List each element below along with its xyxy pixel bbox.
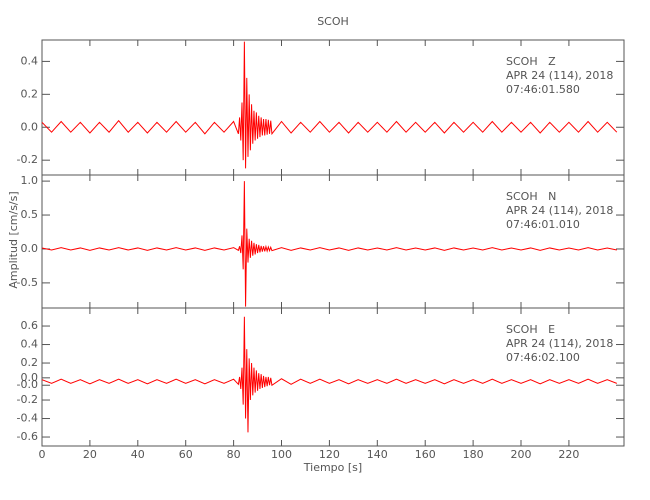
y-tick-label: 0.2 <box>21 356 39 369</box>
y-tick-label: 0.6 <box>21 319 39 332</box>
trace-annotation: SCOH N <box>506 190 556 203</box>
x-tick-label: 80 <box>227 448 241 461</box>
x-tick-label: 0 <box>39 448 46 461</box>
trace-annotation: SCOH E <box>506 323 555 336</box>
y-tick-label: -0.5 <box>17 276 38 289</box>
x-tick-label: 120 <box>319 448 340 461</box>
panel-frame <box>41 307 625 447</box>
chart-title: SCOH <box>317 15 349 28</box>
y-tick-label: -0.4 <box>17 412 38 425</box>
trace-annotation: APR 24 (114), 2018 <box>506 204 613 217</box>
y-axis-label: Amplitud [cm/s/s] <box>7 191 20 288</box>
x-tick-label: 40 <box>131 448 145 461</box>
trace-annotation: 07:46:01.580 <box>506 83 580 96</box>
x-tick-label: 180 <box>463 448 484 461</box>
x-tick-label: 140 <box>367 448 388 461</box>
trace-annotation: 07:46:02.100 <box>506 351 580 364</box>
waveform <box>41 316 617 433</box>
x-tick-label: 160 <box>415 448 436 461</box>
y-tick-label: 0.0 <box>21 371 39 384</box>
y-tick-label: 0.0 <box>21 242 39 255</box>
y-tick-label: 0.4 <box>21 54 39 67</box>
y-tick-label: -0.2 <box>17 153 38 166</box>
x-tick-label: 220 <box>558 448 579 461</box>
y-tick-label: -0.2 <box>17 393 38 406</box>
y-tick-label: -0.6 <box>17 430 38 443</box>
trace-annotation: SCOH Z <box>506 55 556 68</box>
y-tick-label: 0.2 <box>21 87 39 100</box>
y-tick-label: -0.0 <box>17 378 38 391</box>
trace-annotation: APR 24 (114), 2018 <box>506 69 613 82</box>
y-tick-label: 0.5 <box>21 208 39 221</box>
waveform <box>41 181 617 307</box>
y-tick-label: 0.4 <box>21 338 39 351</box>
x-tick-label: 200 <box>511 448 532 461</box>
x-tick-label: 20 <box>83 448 97 461</box>
x-tick-label: 100 <box>271 448 292 461</box>
trace-annotation: APR 24 (114), 2018 <box>506 337 613 350</box>
y-tick-label: 0.0 <box>21 120 39 133</box>
y-tick-label: 1.0 <box>21 174 39 187</box>
x-axis-label: Tiempo [s] <box>303 461 362 474</box>
waveform <box>41 41 618 169</box>
x-tick-label: 60 <box>179 448 193 461</box>
trace-annotation: 07:46:01.010 <box>506 218 580 231</box>
